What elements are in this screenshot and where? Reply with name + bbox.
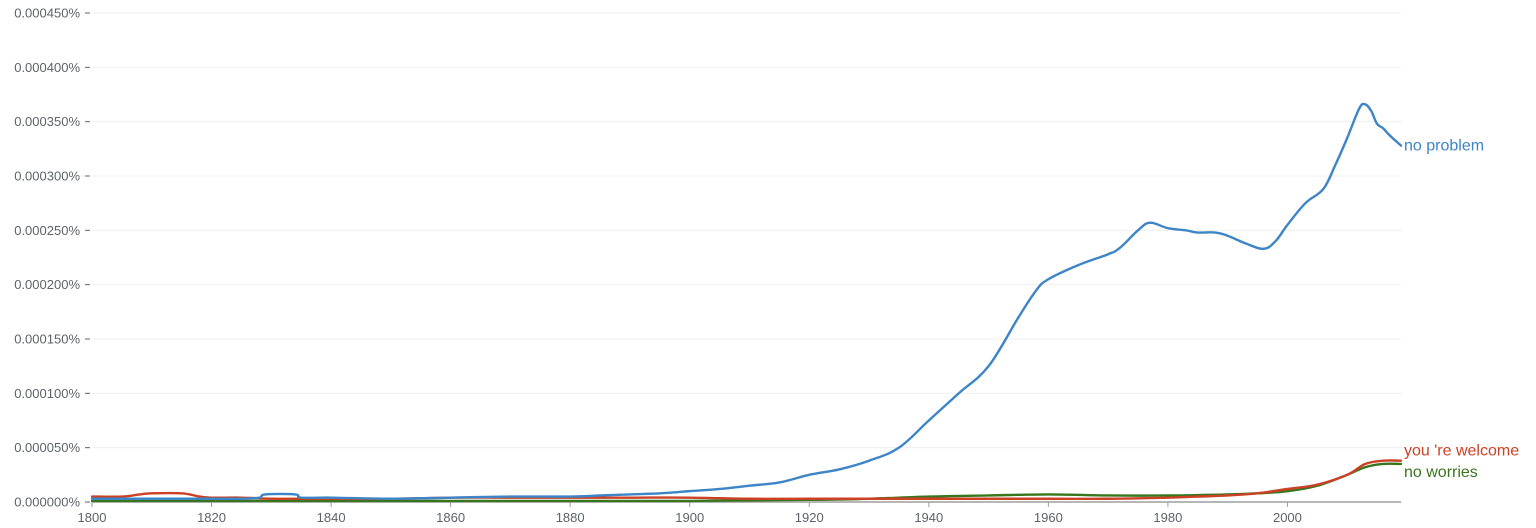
gridlines (92, 12, 1401, 449)
series-label-no-problem[interactable]: no problem (1404, 138, 1484, 155)
y-tick-label: 0.000400% (14, 60, 80, 75)
series-lines (90, 102, 1403, 503)
y-tick-label: 0.000050% (14, 440, 80, 455)
y-tick-label: 0.000350% (14, 114, 80, 129)
y-tick-label: 0.000300% (14, 169, 80, 184)
x-tick-label: 1920 (795, 510, 824, 525)
y-tick-label: 0.000100% (14, 386, 80, 401)
series-label-you-re-welcome[interactable]: you 're welcome (1404, 443, 1519, 460)
x-tick-label: 1900 (675, 510, 704, 525)
x-tick-label: 1880 (556, 510, 585, 525)
y-tick-label: 0.000200% (14, 277, 80, 292)
x-tick-label: 2000 (1273, 510, 1302, 525)
x-tick-label: 1940 (914, 510, 943, 525)
x-tick-label: 1800 (78, 510, 107, 525)
x-tick-label: 1820 (197, 510, 226, 525)
series-line-no-problem[interactable] (90, 102, 1403, 501)
series-labels: no problem you 're welcome no worries (1404, 138, 1519, 481)
y-tick-label: 0.000150% (14, 332, 80, 347)
y-tick-label: 0.000250% (14, 223, 80, 238)
x-tick-label: 1980 (1153, 510, 1182, 525)
y-tick-label: 0.000000% (14, 495, 80, 510)
x-tick-label: 1960 (1034, 510, 1063, 525)
axes: 0.000000% 0.000050% 0.000100% 0.000150% 0.00… (14, 6, 1401, 525)
x-tick-label: 1860 (436, 510, 465, 525)
series-line-you-re-welcome[interactable] (90, 459, 1403, 501)
y-tick-label: 0.000450% (14, 6, 80, 21)
x-tick-label: 1840 (317, 510, 346, 525)
series-label-no-worries[interactable]: no worries (1404, 464, 1478, 481)
